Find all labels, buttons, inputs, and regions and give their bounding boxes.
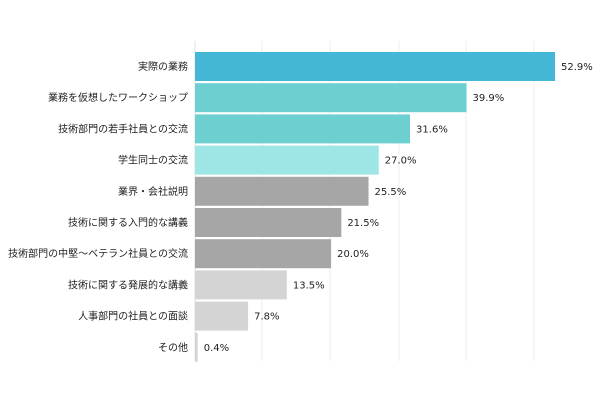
value-label-6: 21.5%: [347, 218, 379, 229]
category-label-6: 技術に関する入門的な講義: [68, 216, 188, 229]
bar-3: [195, 114, 411, 144]
category-label-10: その他: [158, 341, 188, 354]
bar-5: [195, 176, 369, 206]
category-label-3: 技術部門の若手社員との交流: [58, 122, 188, 135]
category-label-1: 実際の業務: [138, 60, 188, 73]
value-label-4: 27.0%: [385, 156, 417, 167]
category-label-9: 人事部門の社員との面談: [78, 310, 188, 323]
category-label-2: 業務を仮想したワークショップ: [48, 91, 188, 104]
category-label-8: 技術に関する発展的な講義: [68, 278, 188, 291]
value-label-9: 7.8%: [254, 312, 279, 323]
value-label-1: 52.9%: [561, 62, 593, 73]
bar-4: [195, 145, 379, 175]
bar-2: [195, 83, 467, 113]
category-label-5: 業界・会社説明: [118, 185, 188, 198]
value-label-5: 25.5%: [375, 187, 407, 198]
bar-9: [195, 301, 249, 331]
bar-1: [195, 52, 555, 81]
bar-8: [195, 270, 287, 300]
category-label-4: 学生同士の交流: [118, 154, 188, 167]
value-label-8: 13.5%: [293, 280, 325, 291]
category-label-7: 技術部門の中堅～ベテラン社員との交流: [8, 247, 188, 260]
value-label-7: 20.0%: [337, 249, 369, 260]
value-label-10: 0.4%: [204, 343, 229, 354]
value-label-3: 31.6%: [416, 124, 448, 135]
bar-10: [195, 332, 198, 362]
bar-7: [195, 239, 332, 269]
bar-6: [195, 208, 342, 237]
value-label-2: 39.9%: [473, 93, 505, 104]
